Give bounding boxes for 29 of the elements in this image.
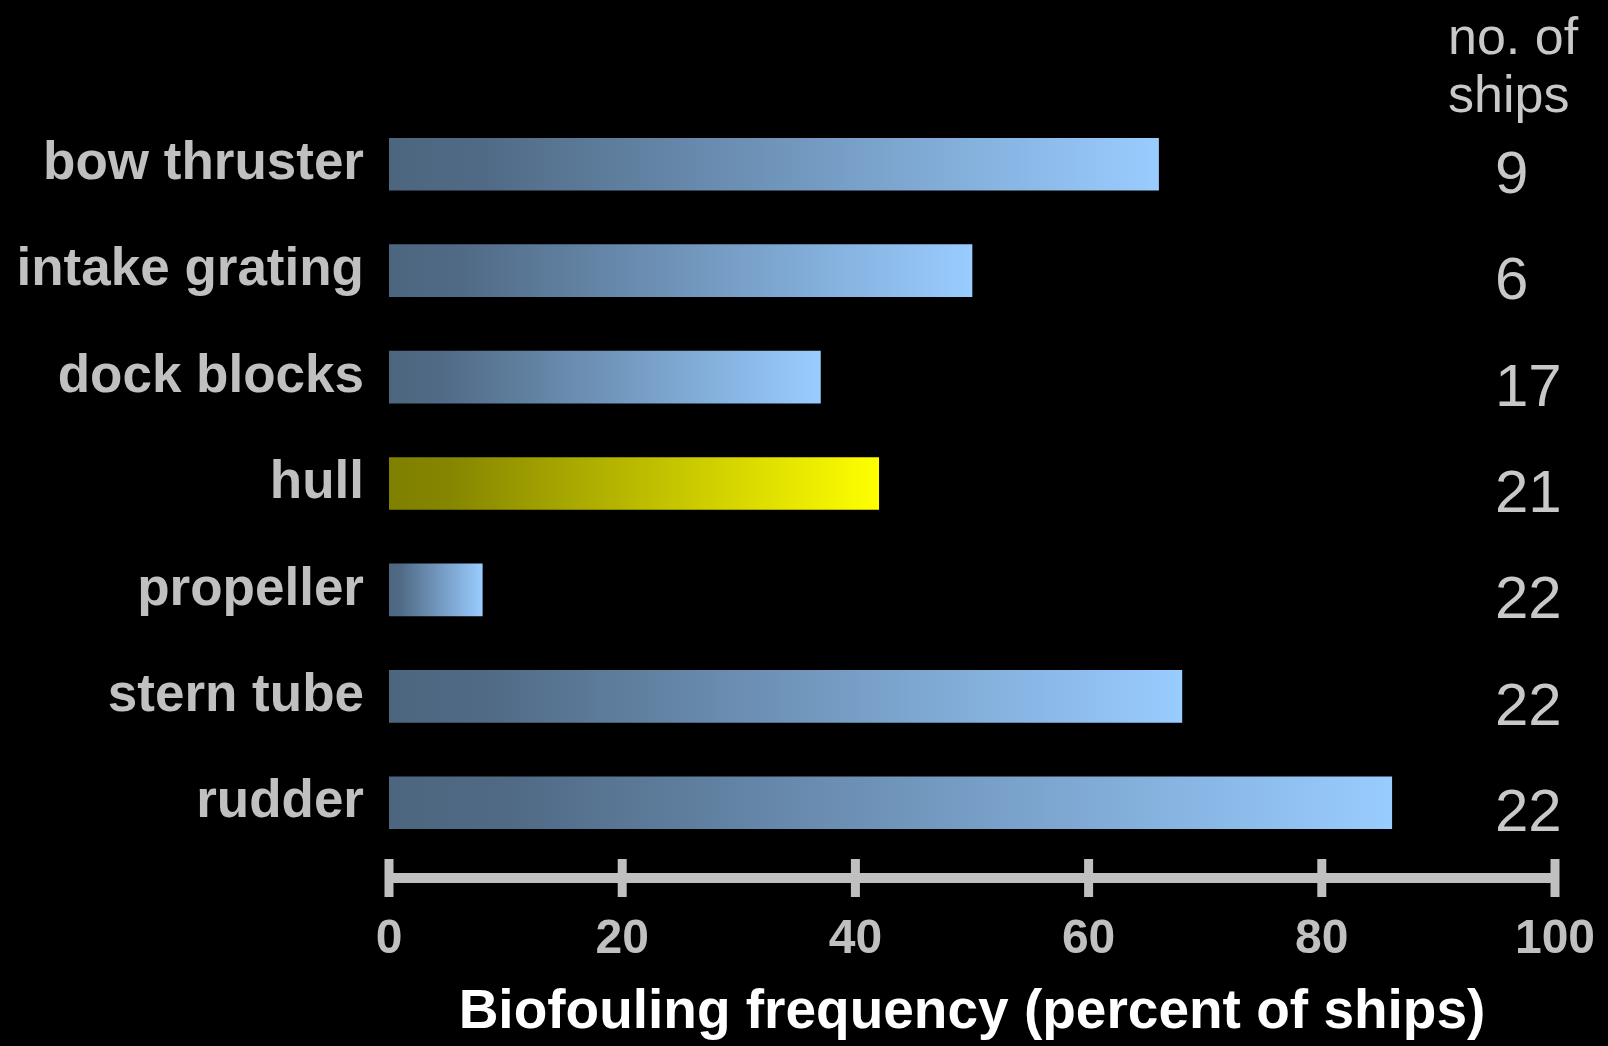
y2-tick-label: 17 [1495, 351, 1562, 419]
bar [389, 563, 483, 617]
x-tick-label: 80 [1295, 910, 1349, 964]
y2-tick-label: 9 [1495, 138, 1529, 206]
y-tick-label: hull [269, 450, 364, 510]
y-tick-label: propeller [137, 556, 364, 616]
y-tick-label: intake grating [16, 237, 364, 297]
y-tick-label: stern tube [107, 662, 364, 722]
y-tick-label: rudder [196, 769, 364, 829]
y2-tick-label: 22 [1495, 777, 1562, 845]
bar [389, 137, 1159, 191]
x-tick-label: 0 [375, 910, 403, 964]
y2-tick-label: 21 [1495, 458, 1562, 526]
bar [389, 244, 973, 297]
x-tick-label: 100 [1514, 910, 1596, 964]
y2-tick-label: 22 [1495, 564, 1562, 632]
x-tick-label: 20 [595, 910, 649, 964]
y-tick-label: bow thruster [43, 130, 364, 190]
y2-tick-label: 6 [1495, 245, 1529, 313]
bar [389, 670, 1183, 723]
y-tick-label: dock blocks [57, 343, 364, 403]
bar [389, 776, 1393, 830]
x-tick-label: 40 [828, 910, 883, 964]
y2-tick-label: 22 [1495, 670, 1562, 738]
x-axis-title: Biofouling frequency (percent of ships) [458, 978, 1486, 1041]
bar [389, 457, 880, 510]
bar [389, 350, 821, 404]
y2-axis-title: no. of ships [1448, 7, 1580, 123]
x-tick-label: 60 [1061, 910, 1116, 964]
